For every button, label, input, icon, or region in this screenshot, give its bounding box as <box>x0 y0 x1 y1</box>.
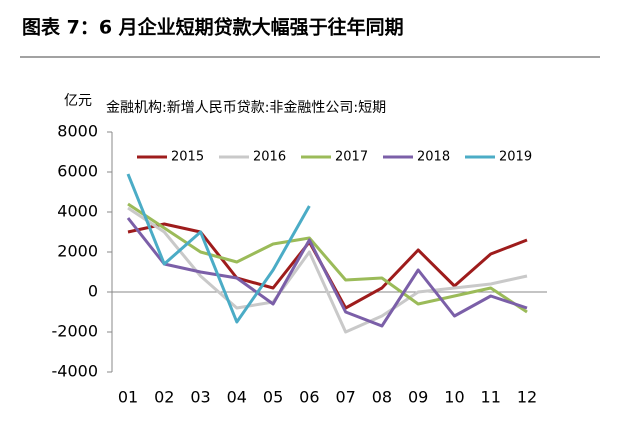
x-tick-label: 02 <box>154 388 174 407</box>
x-tick-label: 09 <box>408 388 428 407</box>
x-tick-label: 08 <box>372 388 392 407</box>
x-tick-label: 11 <box>481 388 501 407</box>
legend-label: 2017 <box>335 150 368 165</box>
y-tick-label: 4000 <box>57 202 98 221</box>
chart-title: 图表 7：6 月企业短期贷款大幅强于往年同期 <box>22 16 404 39</box>
y-tick-label: -4000 <box>52 362 99 381</box>
x-tick-label: 04 <box>227 388 247 407</box>
y-tick-label: 2000 <box>57 242 98 261</box>
y-tick-label: -2000 <box>52 322 99 341</box>
x-tick-label: 03 <box>190 388 210 407</box>
y-tick-label: 6000 <box>57 162 98 181</box>
legend-label: 2019 <box>499 150 532 165</box>
x-tick-label: 12 <box>517 388 537 407</box>
series-line <box>127 206 528 334</box>
x-tick-label: 01 <box>118 388 138 407</box>
y-axis-label: 亿元 <box>64 93 92 109</box>
series-line <box>126 173 311 324</box>
y-tick-label: 8000 <box>57 122 98 141</box>
y-tick-label: 0 <box>88 282 98 301</box>
legend-label: 2016 <box>253 150 286 165</box>
x-tick-label: 05 <box>263 388 283 407</box>
legend-label: 2015 <box>171 150 204 165</box>
chart-subtitle: 金融机构:新增人民币贷款:非金融性公司:短期 <box>106 100 386 116</box>
legend-label: 2018 <box>417 150 450 165</box>
x-tick-label: 07 <box>335 388 355 407</box>
x-tick-label: 06 <box>299 388 319 407</box>
series-line <box>126 217 528 328</box>
x-tick-label: 10 <box>444 388 464 407</box>
series-line <box>127 202 528 314</box>
